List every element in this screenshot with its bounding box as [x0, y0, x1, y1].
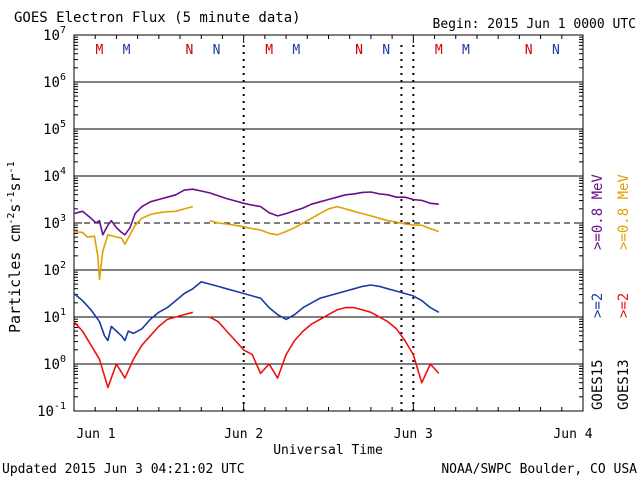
- mn-marker: N: [185, 43, 193, 58]
- y-tick-label: 101: [43, 307, 66, 326]
- y-tick-exponent: 5: [60, 119, 66, 130]
- mn-marker: N: [355, 43, 363, 58]
- y-tick-label: 104: [43, 166, 66, 185]
- y-tick-exponent: 4: [60, 166, 66, 177]
- y-tick-base: 10: [37, 404, 54, 420]
- y-tick-exponent: 3: [60, 213, 66, 224]
- y-axis-label: Particles cm-2s-1sr-1: [6, 161, 24, 333]
- legend-g13-2: >=2: [616, 293, 632, 318]
- y-label-s: s: [6, 204, 24, 213]
- y-tick-label: 105: [43, 119, 66, 138]
- y-label-sup1: -2: [6, 213, 17, 225]
- credit-label: NOAA/SWPC Boulder, CO USA: [441, 462, 637, 477]
- updated-timestamp: Updated 2015 Jun 3 04:21:02 UTC: [2, 462, 245, 477]
- y-tick-exponent: 0: [60, 354, 66, 365]
- y-tick-exponent: 1: [60, 307, 66, 318]
- x-tick-label: Jun 4: [553, 427, 592, 442]
- series-line-1: [73, 205, 440, 281]
- y-tick-label: 10-1: [37, 401, 66, 420]
- legend-g15-08: >=0.8 MeV: [590, 174, 606, 250]
- chart-title: GOES Electron Flux (5 minute data): [14, 10, 301, 26]
- legend-g15-2: >=2: [590, 293, 606, 318]
- legend-goes15: GOES15: [590, 359, 606, 410]
- y-tick-base: 10: [43, 357, 60, 373]
- mn-marker: M: [435, 43, 443, 58]
- y-tick-base: 10: [43, 75, 60, 91]
- mn-marker: M: [123, 43, 131, 58]
- mn-marker: N: [213, 43, 221, 58]
- y-tick-base: 10: [43, 263, 60, 279]
- series-line-3: [73, 306, 440, 389]
- series-line-0: [73, 188, 439, 236]
- mn-marker: N: [552, 43, 560, 58]
- y-tick-exponent: 6: [60, 72, 66, 83]
- y-tick-base: 10: [43, 216, 60, 232]
- y-tick-base: 10: [43, 310, 60, 326]
- mn-marker: M: [292, 43, 300, 58]
- y-tick-label: 102: [43, 260, 66, 279]
- y-tick-label: 103: [43, 213, 66, 232]
- y-tick-label: 100: [43, 354, 66, 373]
- y-label-main: Particles cm: [6, 225, 24, 333]
- y-tick-label: 106: [43, 72, 66, 91]
- mn-marker: M: [462, 43, 470, 58]
- y-tick-exponent: 7: [60, 25, 66, 36]
- mn-marker: N: [525, 43, 533, 58]
- mn-marker: N: [382, 43, 390, 58]
- x-tick-label: Jun 1: [76, 427, 115, 442]
- y-tick-label: 107: [43, 25, 66, 44]
- y-label-sr: sr: [6, 173, 24, 191]
- y-tick-base: 10: [43, 122, 60, 138]
- y-label-sup3: -1: [6, 161, 17, 173]
- legend-g13-08: >=0.8 MeV: [616, 174, 632, 250]
- x-tick-label: Jun 3: [394, 427, 433, 442]
- y-tick-base: 10: [43, 28, 60, 44]
- x-tick-label: Jun 2: [224, 427, 263, 442]
- y-tick-base: 10: [43, 169, 60, 185]
- mn-marker: M: [96, 43, 104, 58]
- legend-goes13: GOES13: [616, 359, 632, 410]
- y-label-sup2: -1: [6, 192, 17, 204]
- x-axis-label: Universal Time: [273, 443, 383, 458]
- y-tick-exponent: -1: [54, 401, 66, 412]
- y-tick-exponent: 2: [60, 260, 66, 271]
- mn-marker: M: [265, 43, 273, 58]
- series-line-2: [73, 281, 440, 342]
- begin-label: Begin: 2015 Jun 1 0000 UTC: [433, 17, 637, 32]
